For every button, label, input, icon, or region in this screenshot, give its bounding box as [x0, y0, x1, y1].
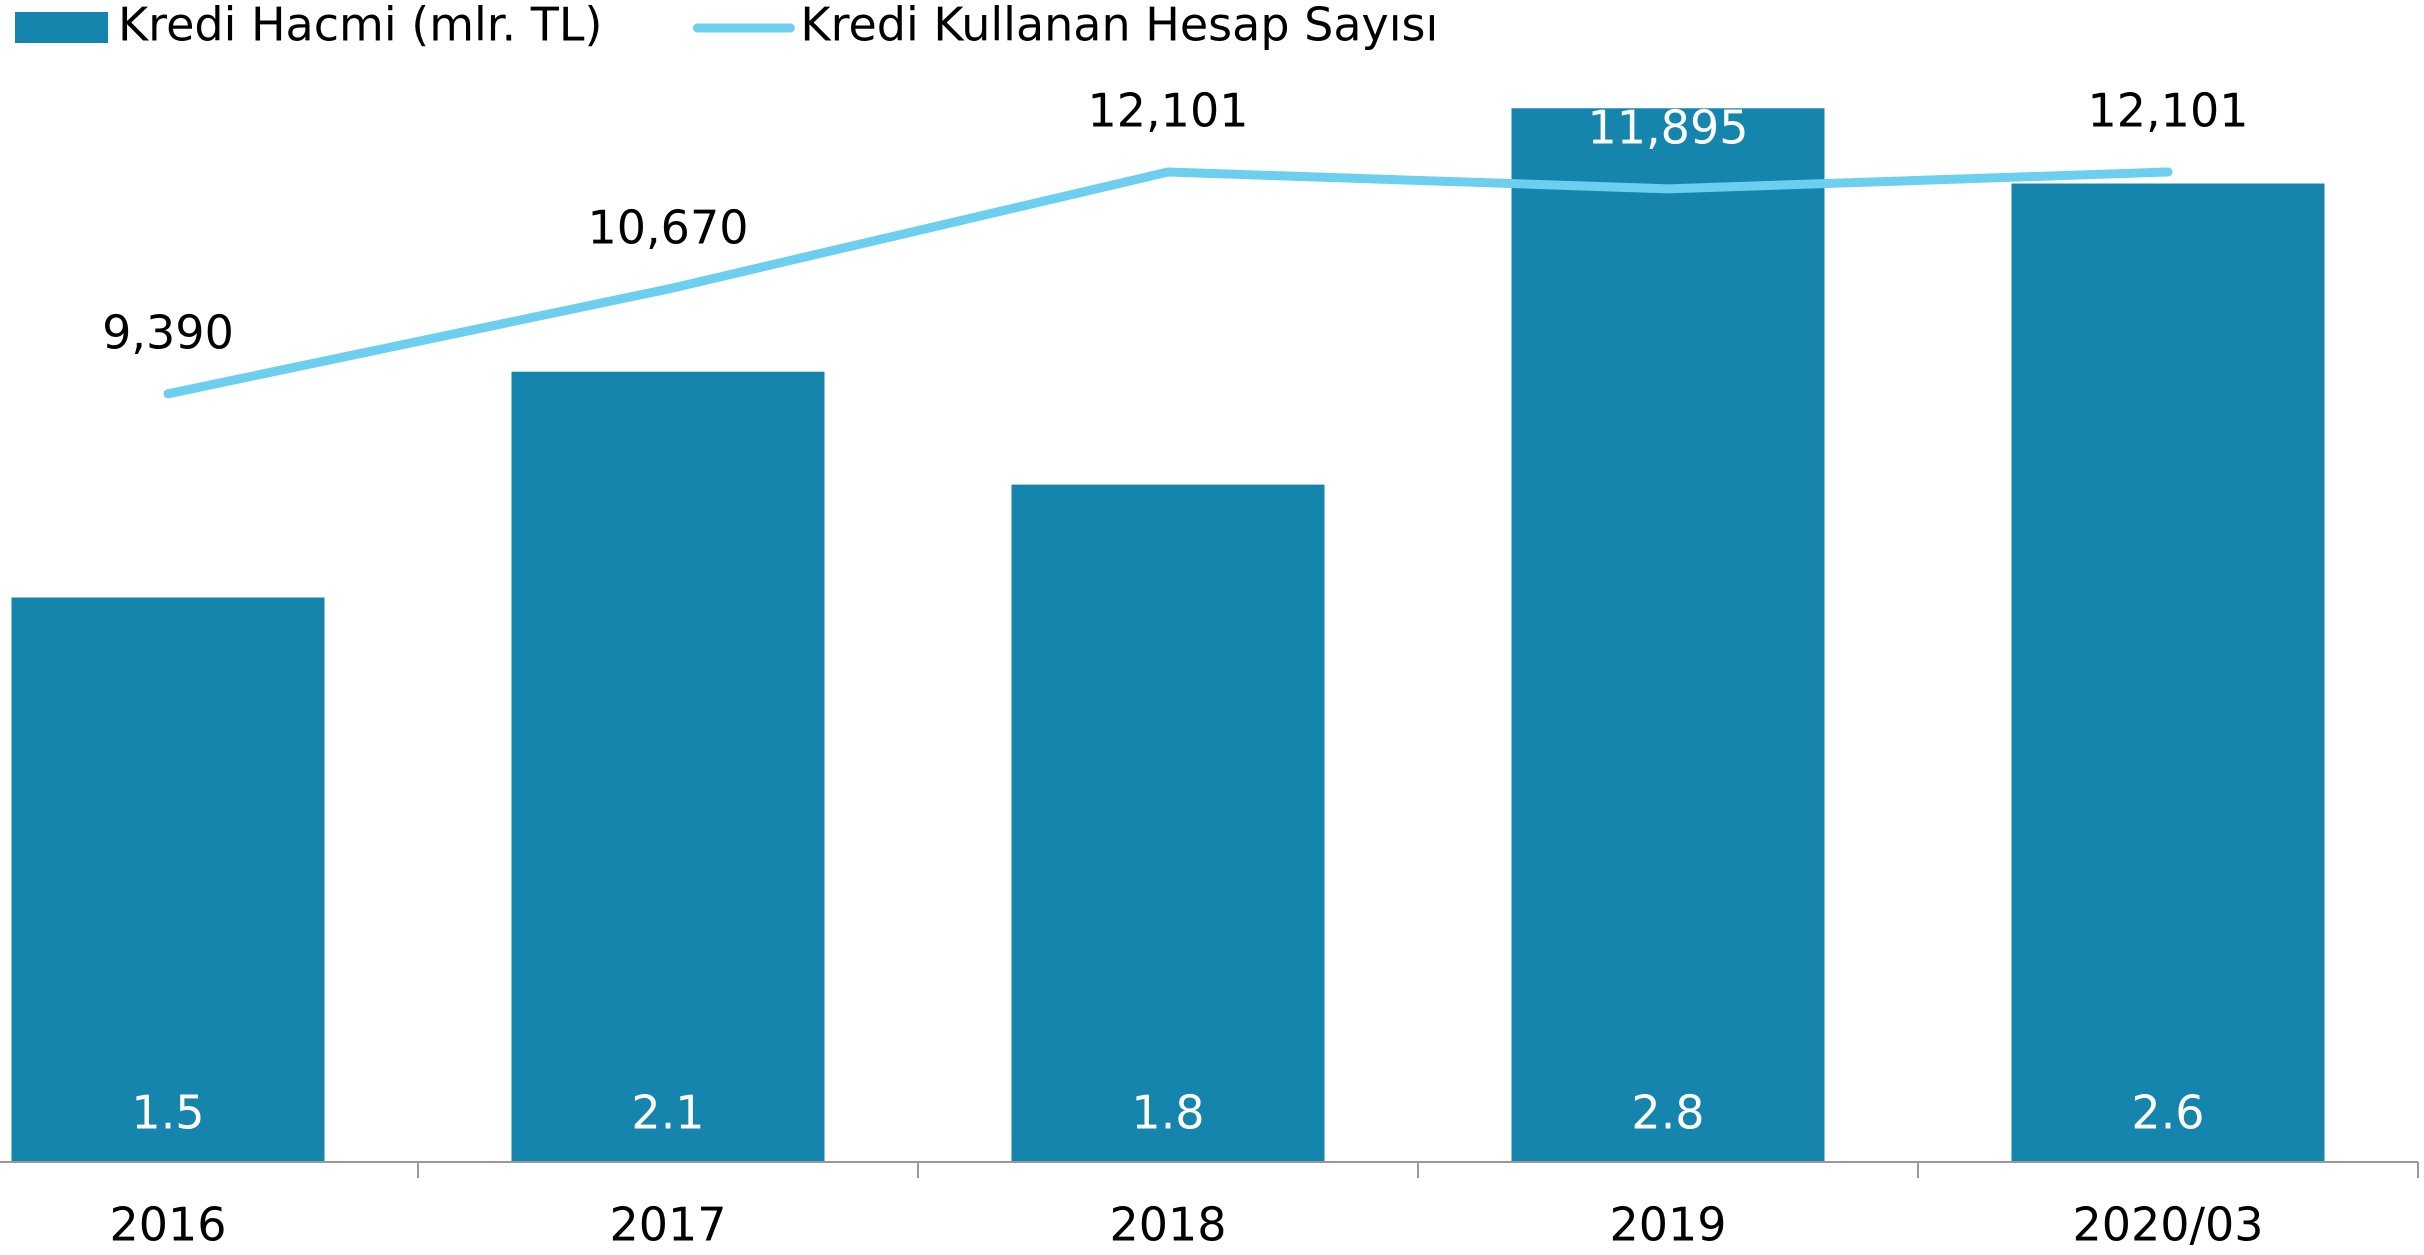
bar — [11, 597, 325, 1162]
legend-swatch — [15, 12, 108, 43]
bar — [1511, 108, 1825, 1162]
x-tick-label: 2020/03 — [2072, 1198, 2263, 1252]
x-tick-label: 2018 — [1109, 1198, 1226, 1252]
bar — [2011, 183, 2325, 1163]
x-tick-label: 2016 — [109, 1198, 226, 1252]
bar-value-label: 2.6 — [2131, 1086, 2204, 1140]
bar-value-label: 2.1 — [631, 1086, 704, 1140]
x-tick-label: 2019 — [1609, 1198, 1726, 1252]
bar-value-label: 1.8 — [1131, 1086, 1204, 1140]
line-value-label: 11,895 — [1588, 100, 1749, 154]
bar-value-label: 2.8 — [1631, 1086, 1704, 1140]
bar — [511, 371, 825, 1162]
legend-label: Kredi Kullanan Hesap Sayısı — [800, 0, 1438, 52]
line-value-label: 12,101 — [2088, 83, 2249, 137]
x-tick-label: 2017 — [609, 1198, 726, 1252]
bar — [1011, 484, 1325, 1163]
line-value-label: 9,390 — [102, 305, 234, 359]
line — [163, 167, 2173, 399]
bar-value-label: 1.5 — [131, 1086, 204, 1140]
line-value-label: 10,670 — [588, 201, 749, 255]
legend-label: Kredi Hacmi (mlr. TL) — [118, 0, 602, 52]
line-value-label: 12,101 — [1088, 83, 1249, 137]
